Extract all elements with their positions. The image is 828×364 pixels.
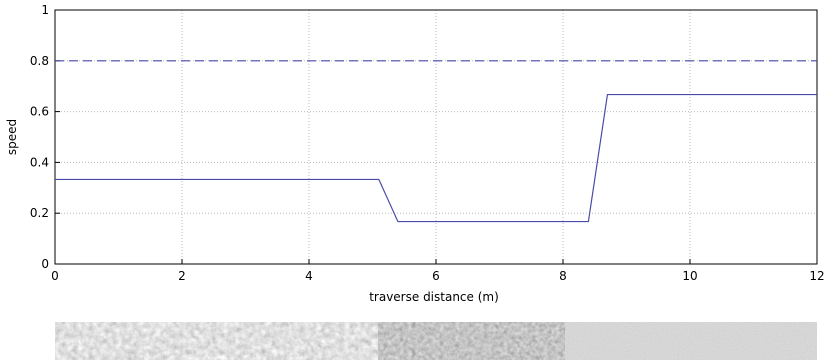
y-tick-label: 0.4: [30, 155, 49, 169]
terrain-dark: [378, 322, 565, 360]
x-tick-label: 4: [305, 269, 313, 283]
x-tick-label: 0: [51, 269, 59, 283]
x-tick-label: 6: [432, 269, 440, 283]
line-series: [55, 93, 817, 223]
y-tick-label: 0.8: [30, 54, 49, 68]
y-tick-label: 1: [41, 3, 49, 17]
x-tick-label: 12: [809, 269, 824, 283]
y-tick-label: 0.6: [30, 105, 49, 119]
plot-frame: [54, 9, 818, 265]
x-axis-label: traverse distance (m): [369, 290, 499, 304]
x-tick-label: 8: [559, 269, 567, 283]
y-tick-label: 0: [41, 257, 49, 271]
terrain-smooth: [565, 322, 817, 360]
x-tick-label: 10: [682, 269, 697, 283]
terrain-rocky: [55, 322, 378, 360]
x-tick-label: 2: [178, 269, 186, 283]
y-axis-label: speed: [5, 119, 19, 155]
y-tick-label: 0.2: [30, 206, 49, 220]
